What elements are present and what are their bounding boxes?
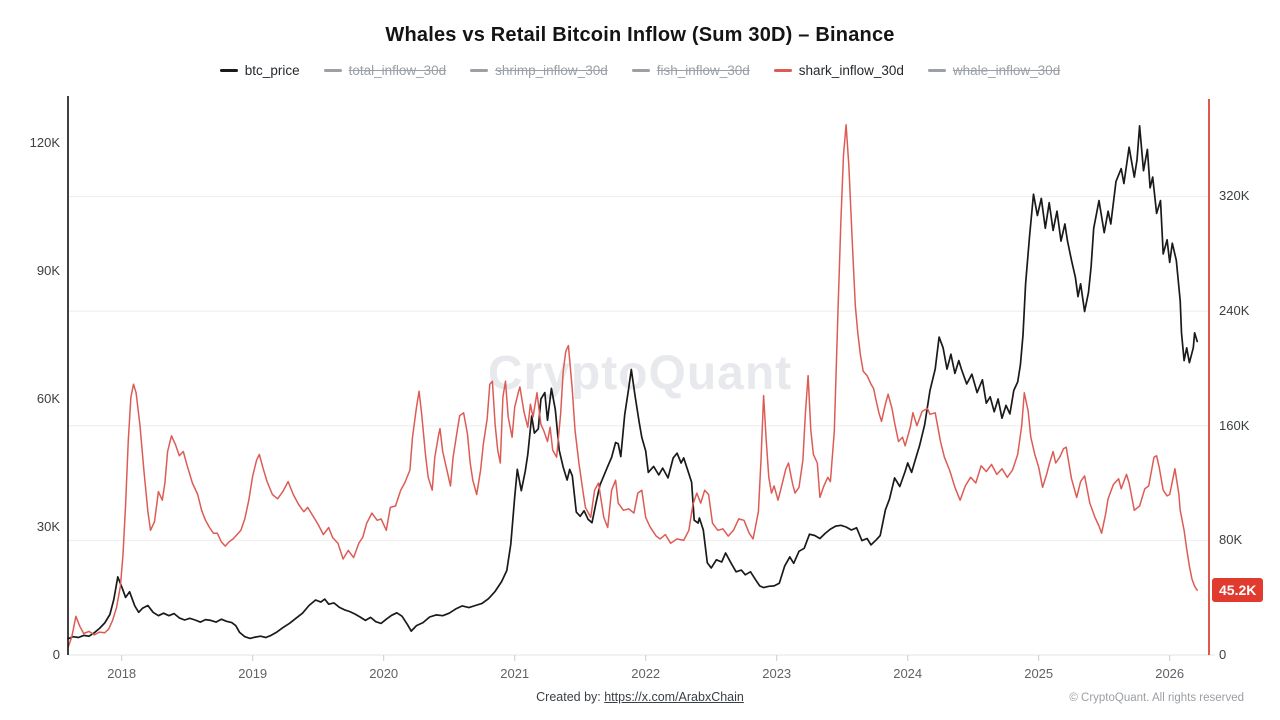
legend-line-marker [323, 69, 342, 72]
legend-item-shark_inflow_30d[interactable]: shark_inflow_30d [773, 63, 904, 78]
left-axis-tick-label: 0 [52, 647, 60, 662]
x-axis-tick-label: 2020 [369, 666, 399, 681]
legend-label: whale_inflow_30d [952, 63, 1061, 78]
right-axis-tick-label: 80K [1219, 532, 1243, 548]
legend-label: shark_inflow_30d [798, 63, 904, 78]
legend-line-marker [927, 69, 946, 72]
left-axis-tick-label: 90K [36, 262, 60, 278]
x-axis-tick-label: 2025 [1024, 666, 1054, 681]
gridlines [68, 195, 1215, 656]
left-axis-tick-label: 60K [36, 390, 60, 406]
series-line-shark_inflow_30d [67, 124, 1198, 649]
x-axis-tick-label: 2021 [500, 666, 530, 681]
current-value-badge: 45.2K [1212, 578, 1264, 603]
created-by-label: Created by: [536, 690, 605, 704]
x-axis-tick-label: 2023 [762, 666, 792, 681]
cryptoquant-watermark: CryptoQuant [487, 347, 793, 400]
legend-item-fish_inflow_30d[interactable]: fish_inflow_30d [631, 63, 750, 78]
legend-label: fish_inflow_30d [656, 63, 750, 78]
legend-line-marker [219, 69, 238, 72]
footer-credit: Created by: https://x.com/ArabxChain [0, 690, 1280, 704]
x-axis-ticks [121, 655, 1171, 661]
page-title: Whales vs Retail Bitcoin Inflow (Sum 30D… [385, 24, 895, 46]
chart-legend: btc_price total_inflow_30d shrimp_inflow_3… [0, 63, 1280, 78]
copyright-notice: © CryptoQuant. All rights reserved [1069, 692, 1244, 704]
x-axis-tick-label: 2019 [238, 666, 268, 681]
right-axis-tick-label: 160K [1219, 417, 1250, 433]
right-axis-tick-label: 240K [1219, 303, 1250, 319]
right-axis-tick-label: 320K [1219, 188, 1250, 204]
legend-line-marker [470, 69, 489, 72]
x-axis-tick-label: 2024 [893, 666, 923, 681]
x-axis-tick-label: 2026 [1155, 666, 1185, 681]
legend-label: btc_price [244, 63, 300, 78]
legend-item-whale_inflow_30d[interactable]: whale_inflow_30d [927, 63, 1061, 78]
legend-item-btc_price[interactable]: btc_price [219, 63, 300, 78]
legend-line-marker [773, 69, 792, 72]
legend-label: total_inflow_30d [348, 63, 447, 78]
series-line-btc_price [67, 125, 1199, 640]
legend-line-marker [631, 69, 650, 72]
x-axis-tick-label: 2022 [631, 666, 661, 681]
legend-item-shrimp_inflow_30d[interactable]: shrimp_inflow_30d [470, 63, 608, 78]
left-axis-tick-label: 120K [29, 134, 60, 150]
x-axis-tick-label: 2018 [107, 666, 137, 681]
legend-item-total_inflow_30d[interactable]: total_inflow_30d [323, 63, 447, 78]
series-lines [67, 124, 1199, 649]
left-axis-tick-label: 30K [36, 518, 60, 534]
legend-label: shrimp_inflow_30d [495, 63, 608, 78]
creator-link[interactable]: https://x.com/ArabxChain [604, 690, 744, 704]
right-axis-tick-label: 0 [1219, 647, 1227, 662]
